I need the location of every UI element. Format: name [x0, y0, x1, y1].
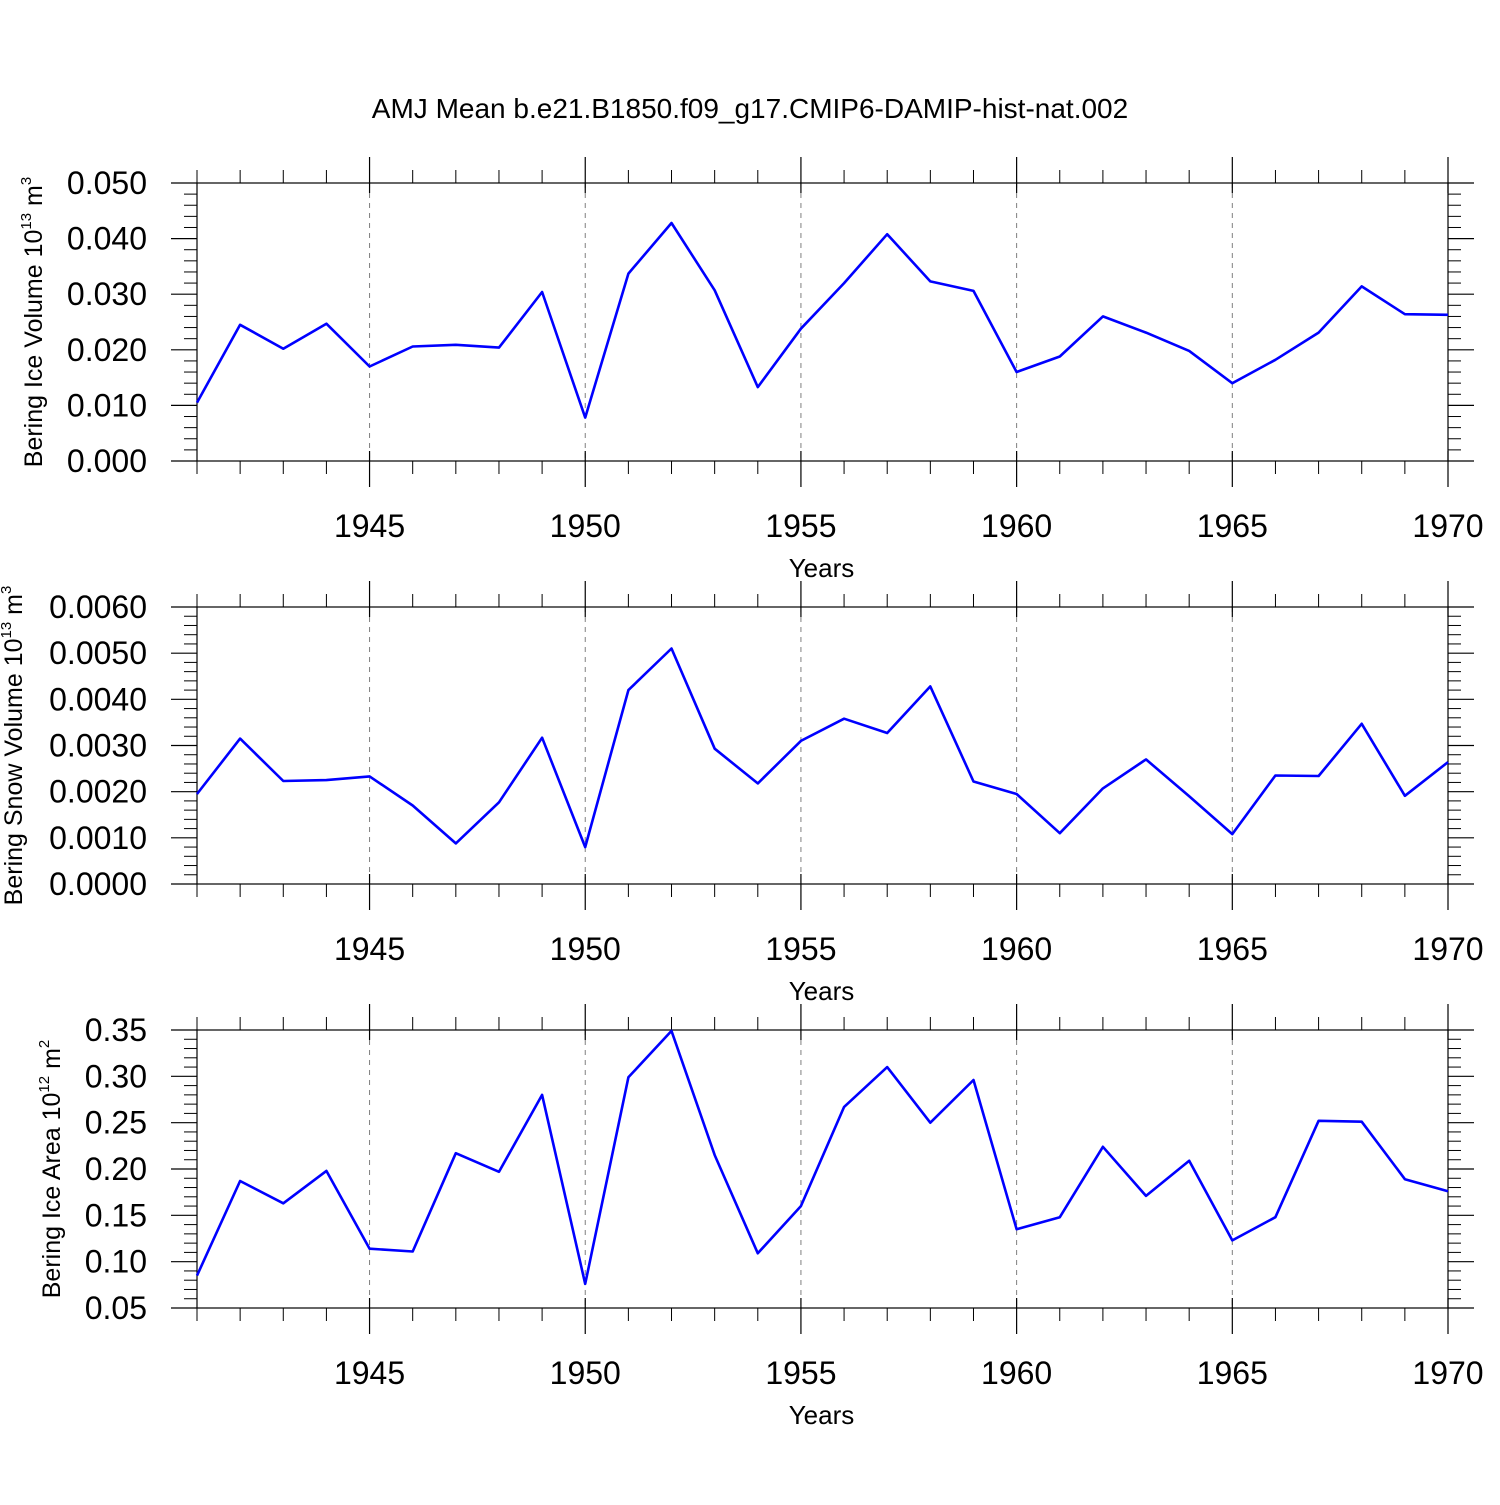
y-tick-label: 0.10 [85, 1244, 147, 1280]
chart-title: AMJ Mean b.e21.B1850.f09_g17.CMIP6-DAMIP… [372, 93, 1128, 124]
y-tick-label: 0.25 [85, 1105, 147, 1141]
panel-2: 1945 1950 1955 1960 1965 1970 0.0000 0.0010 0.00… [0, 581, 1484, 1006]
x-tick-label: 1955 [765, 508, 836, 544]
x-tick-label: 1950 [550, 508, 621, 544]
y-tick-label: 0.05 [85, 1290, 147, 1326]
plot-frame [196, 182, 1449, 462]
x-tick-label: 1970 [1412, 931, 1483, 967]
y-tick-label: 0.0030 [49, 728, 147, 764]
y-tick-label: 0.0050 [49, 635, 147, 671]
y-axis-title-superscript: 12 [36, 1076, 53, 1093]
y-axis-title-text: m [38, 1048, 66, 1076]
y-tick-label: 0.000 [67, 443, 147, 479]
series-line [195, 221, 1449, 419]
x-tick-label: 1960 [981, 508, 1052, 544]
x-tick-label: 1960 [981, 1355, 1052, 1391]
y-tick-label: 0.020 [67, 332, 147, 368]
x-tick-label: 1965 [1197, 1355, 1268, 1391]
y-axis-title-superscript: 3 [0, 586, 15, 594]
x-tick-label: 1945 [334, 1355, 405, 1391]
panel-1: 1945 1950 1955 1960 1965 1970 0.000 0.010 0.020 0… [18, 157, 1484, 583]
y-axis-title-superscript: 3 [18, 177, 35, 185]
x-tick-label: 1945 [334, 931, 405, 967]
x-tick-label: 1950 [550, 931, 621, 967]
x-tick-label: 1950 [550, 1355, 621, 1391]
y-tick-label: 0.0020 [49, 774, 147, 810]
y-axis-title-text: Bering Ice Volume 10 [20, 230, 48, 468]
x-tick-label: 1955 [765, 931, 836, 967]
y-axis-title-text: m [0, 594, 28, 622]
y-tick-label: 0.040 [67, 221, 147, 257]
y-axis-title-superscript: 2 [36, 1040, 53, 1048]
y-tick-label: 0.15 [85, 1197, 147, 1233]
y-tick-label: 0.0040 [49, 681, 147, 717]
y-axis-title-superscript: 13 [0, 622, 15, 639]
panel-3: 1945 1950 1955 1960 1965 1970 0.05 0.10 0.15 0.20… [36, 1004, 1484, 1430]
y-tick-label: 0.0010 [49, 820, 147, 856]
y-axis-title-text: Bering Snow Volume 10 [0, 638, 28, 905]
y-axis-title: Bering Snow Volume 1013 m3 [0, 586, 28, 906]
y-tick-label: 0.0000 [49, 866, 147, 902]
y-axis-title-text: Bering Ice Area 10 [38, 1093, 66, 1299]
plot-frame [196, 606, 1449, 885]
x-tick-label: 1965 [1197, 931, 1268, 967]
y-tick-label: 0.35 [85, 1012, 147, 1048]
x-tick-label: 1960 [981, 931, 1052, 967]
x-tick-label: 1970 [1412, 1355, 1483, 1391]
x-tick-label: 1945 [334, 508, 405, 544]
x-axis-title: Years [789, 553, 855, 583]
series-line [195, 1029, 1449, 1286]
plot-frame [196, 1029, 1449, 1309]
x-tick-label: 1965 [1197, 508, 1268, 544]
y-axis-title: Bering Ice Volume 1013 m3 [18, 177, 48, 467]
y-tick-label: 0.030 [67, 276, 147, 312]
x-tick-label: 1970 [1412, 508, 1483, 544]
y-tick-label: 0.0060 [49, 589, 147, 625]
x-axis-title: Years [789, 1400, 855, 1430]
x-tick-label: 1955 [765, 1355, 836, 1391]
y-tick-label: 0.050 [67, 165, 147, 201]
y-tick-label: 0.010 [67, 387, 147, 423]
y-axis-title-text: m [20, 185, 48, 213]
y-tick-label: 0.20 [85, 1151, 147, 1187]
y-axis-title-superscript: 13 [18, 213, 35, 230]
y-tick-label: 0.30 [85, 1058, 147, 1094]
x-axis-title: Years [789, 976, 855, 1006]
y-axis-title: Bering Ice Area 1012 m2 [36, 1040, 66, 1299]
series-line [195, 647, 1449, 849]
